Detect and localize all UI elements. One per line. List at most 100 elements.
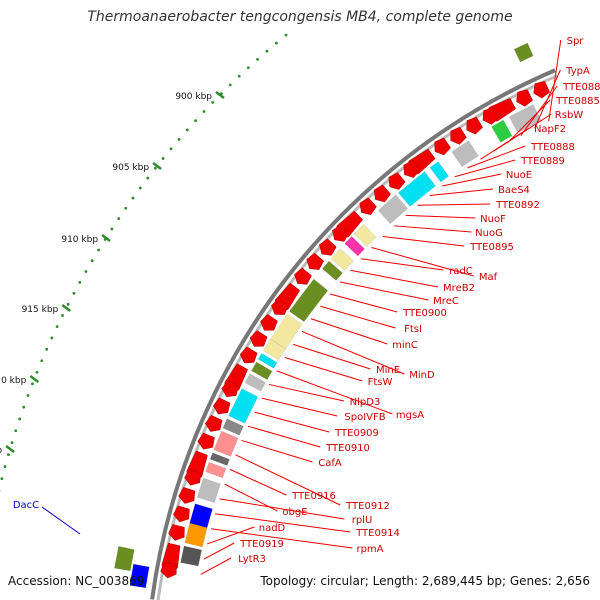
gene-block [263,338,286,361]
forward-gene-arrow [197,432,215,450]
scale-dot [18,417,22,421]
gene-block [205,461,227,479]
gene-label: NuoE [506,170,532,181]
scale-dot [138,186,142,190]
forward-gene-arrow [533,81,551,99]
label-leader-line [480,127,530,160]
scale-dot [246,66,250,70]
reverse-gene-block [114,546,135,572]
label-leader-line [429,188,494,196]
gene-block [180,545,202,567]
scale-dot [14,429,18,433]
gene-block [222,418,244,436]
label-leader-line [417,203,491,206]
forward-gene-arrow [212,397,231,415]
gene-label: radC [449,266,473,277]
gene-block [353,224,377,247]
gene-label: minC [392,340,418,351]
forward-gene-arrow [388,172,406,190]
forward-gene-arrow [373,184,391,203]
gene-label: TTE0889 [520,156,565,167]
label-leader-line [382,236,465,247]
scale-dot [97,248,100,252]
gene-block [251,361,273,380]
label-leader-line [206,526,255,545]
scale-dot [202,110,206,113]
scale-dot [177,137,181,141]
label-leader-line [254,411,330,433]
scale-tick-mark [29,375,40,383]
gene-label: TTE0895 [469,242,514,253]
gene-block [330,248,354,271]
scale-dot [7,453,10,456]
scale-dot [31,382,34,386]
scale-dot [72,291,76,295]
label-leader-line [241,439,313,463]
label-leader-line [310,318,388,345]
scale-dot [194,119,197,123]
scale-dot [284,33,288,37]
gene-block [397,171,436,207]
gene-label: Maf [479,272,498,283]
scale-dot [0,477,4,481]
scale-dot [26,394,30,397]
scale-dot [256,57,259,61]
forward-gene-arrow [221,380,239,398]
scale-tick-mark [61,304,72,312]
forward-gene-arrow [204,414,223,432]
label-leader-line [441,173,502,187]
gene-label: TTE0909 [334,428,379,439]
label-leader-line [454,159,516,178]
label-leader-line [235,454,341,506]
label-leader-line [360,258,444,271]
forward-gene-arrow [260,314,278,331]
gene-block [491,119,513,143]
label-leader-line [301,330,405,375]
gene-label: TTE0888 [530,142,575,153]
scale-dot [131,196,135,200]
gene-block [257,353,278,369]
gene-label: TTE0919 [239,539,284,550]
scale-dot [265,49,269,53]
label-leader-line [247,425,321,448]
map-title: Thermoanaerobacter tengcongensis MB4, co… [87,9,513,25]
label-leader-line [329,293,398,313]
scale-dot [161,157,165,160]
gene-label: CafA [318,458,342,469]
scale-tick-label: 905 kbp [112,163,149,173]
forward-gene-arrow [332,224,350,242]
scale-dot [55,325,59,329]
gene-block [196,477,221,503]
scale-dot [22,405,26,409]
gene-label: TTE0885 [555,96,600,107]
label-leaders-layer [41,39,562,575]
forward-gene-arrow [249,330,268,347]
gene-label: MreC [433,296,459,307]
reverse-label-leader [41,506,81,535]
label-leader-line [339,281,429,301]
scale-dot [3,465,7,468]
gene-block [184,522,208,548]
label-leader-line [350,269,439,288]
scale-dot [153,166,157,170]
scale-tick-label: 920 kbp [0,376,27,386]
scale-dot [124,206,128,210]
gene-label: RsbW [555,110,584,121]
scale-dot [40,359,44,363]
scale-dot [90,259,94,263]
gene-label: NlpD3 [350,397,381,408]
gene-label: FtsW [368,377,393,388]
reverse-gene-label: DacC [13,500,39,511]
label-leader-line [293,343,371,370]
gene-label: FtsI [404,324,422,335]
forward-gene-arrow [168,524,185,541]
label-leader-line [394,225,472,233]
label-leader-line [405,214,476,219]
scale-dot [84,270,88,273]
label-leader-line [506,99,551,144]
forward-gene-arrow [482,107,500,125]
label-leader-line [200,557,232,575]
accession-text: Accession: NC_003869 [8,574,145,588]
gene-block [209,452,230,466]
